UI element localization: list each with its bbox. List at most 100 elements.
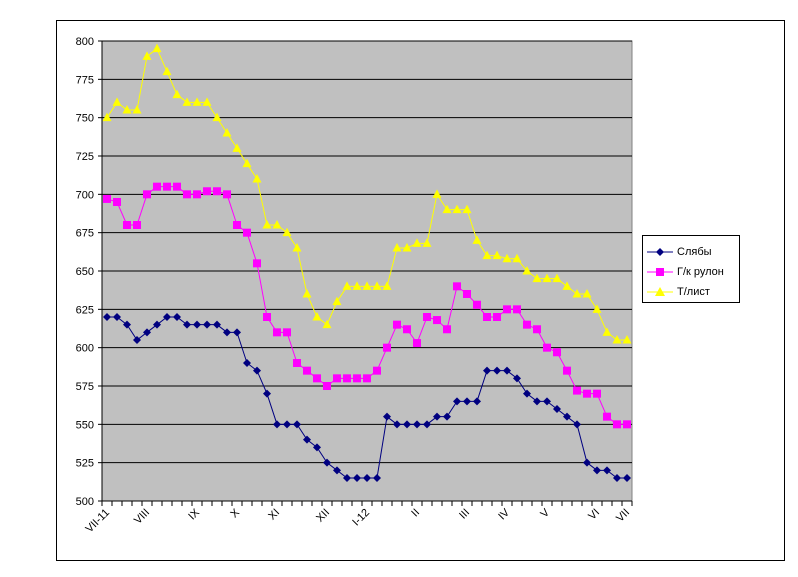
legend-triangle-icon	[647, 287, 673, 296]
y-tick-label: 500	[76, 496, 94, 508]
data-point-square	[303, 366, 311, 375]
data-point-triangle	[262, 220, 272, 229]
legend-item-sheet: Т/лист	[647, 282, 739, 302]
x-tick-label: I-12	[350, 507, 372, 529]
legend-item-coil: Г/к рулон	[647, 262, 739, 282]
data-point-triangle	[492, 250, 502, 260]
data-point-triangle	[472, 235, 482, 244]
y-tick-label: 800	[76, 36, 94, 48]
y-tick-label: 625	[76, 304, 94, 316]
data-point-triangle	[412, 238, 422, 247]
data-point-triangle	[502, 253, 512, 263]
x-tick-label: X	[228, 506, 242, 520]
data-point-triangle	[462, 204, 472, 214]
data-point-square	[423, 313, 431, 321]
x-tick-label: VII-11	[83, 507, 112, 536]
data-point-square	[443, 325, 451, 334]
data-point-square	[353, 374, 361, 383]
data-point-diamond	[103, 313, 111, 321]
x-tick-label: IX	[186, 506, 202, 522]
data-point-triangle	[232, 143, 242, 152]
data-point-diamond	[193, 320, 201, 329]
y-tick-label: 675	[76, 228, 94, 240]
data-point-square	[283, 328, 291, 337]
data-point-square	[503, 305, 511, 314]
data-point-square	[183, 190, 191, 199]
data-point-diamond	[333, 466, 341, 475]
data-point-square	[193, 190, 201, 199]
data-point-diamond	[573, 420, 581, 429]
data-point-square	[593, 389, 601, 398]
data-point-triangle	[552, 273, 562, 283]
data-point-triangle	[292, 243, 302, 252]
data-point-diamond	[313, 443, 321, 452]
data-point-triangle	[222, 128, 232, 137]
data-point-triangle	[532, 273, 542, 283]
data-point-triangle	[172, 89, 182, 99]
data-point-square	[623, 420, 631, 429]
data-point-square	[493, 313, 501, 321]
data-point-diamond	[343, 474, 351, 482]
data-point-diamond	[613, 474, 621, 482]
data-point-triangle	[562, 281, 572, 290]
data-point-triangle	[612, 335, 622, 344]
data-point-triangle	[202, 97, 212, 106]
data-point-diamond	[243, 359, 251, 367]
data-point-triangle	[112, 97, 122, 106]
data-point-triangle	[182, 97, 192, 106]
data-point-square	[263, 313, 271, 321]
data-point-square	[603, 412, 611, 421]
data-point-diamond	[373, 474, 381, 482]
x-tick-label: III	[457, 507, 472, 522]
data-point-diamond	[273, 420, 281, 429]
data-point-diamond	[603, 466, 611, 475]
data-point-diamond	[353, 474, 361, 482]
data-point-triangle	[602, 327, 612, 336]
data-point-diamond	[563, 412, 571, 421]
data-point-triangle	[322, 319, 332, 329]
data-point-diamond	[183, 320, 191, 329]
y-tick-label: 525	[76, 458, 94, 470]
data-point-triangle	[372, 281, 382, 290]
data-point-triangle	[252, 174, 262, 183]
data-point-square	[523, 320, 531, 329]
data-point-square	[233, 221, 241, 229]
data-point-diamond	[513, 374, 521, 383]
data-point-triangle	[352, 281, 362, 290]
y-tick-label: 550	[76, 419, 94, 431]
data-point-square	[463, 290, 471, 298]
data-point-square	[143, 190, 151, 199]
data-point-triangle	[312, 312, 322, 321]
data-point-square	[123, 221, 131, 229]
data-point-diamond	[443, 412, 451, 421]
data-point-square	[313, 374, 321, 383]
y-tick-label: 650	[76, 266, 94, 278]
data-point-diamond	[263, 389, 271, 398]
data-point-square	[333, 374, 341, 383]
data-point-diamond	[303, 435, 311, 444]
data-point-triangle	[332, 296, 342, 306]
data-point-diamond	[503, 366, 511, 375]
data-point-square	[513, 305, 521, 314]
data-point-diamond	[423, 420, 431, 429]
data-point-triangle	[402, 243, 412, 252]
data-point-diamond	[213, 320, 221, 329]
x-tick-label: VI	[586, 507, 602, 523]
y-tick-label: 600	[76, 343, 94, 355]
legend-label: Г/к рулон	[677, 266, 724, 278]
data-point-triangle	[142, 51, 152, 60]
data-point-diamond	[623, 474, 631, 482]
data-point-triangle	[212, 112, 222, 122]
data-point-square	[613, 420, 621, 429]
data-point-triangle	[102, 112, 112, 122]
data-point-triangle	[512, 253, 522, 263]
data-point-diamond	[163, 313, 171, 321]
data-point-square	[133, 221, 141, 229]
data-point-square	[473, 300, 481, 309]
data-point-square	[403, 325, 411, 334]
data-point-triangle	[522, 266, 532, 275]
data-point-triangle	[162, 66, 172, 76]
chart-frame	[56, 20, 785, 561]
data-point-square	[433, 316, 441, 325]
y-tick-label: 750	[76, 113, 94, 125]
